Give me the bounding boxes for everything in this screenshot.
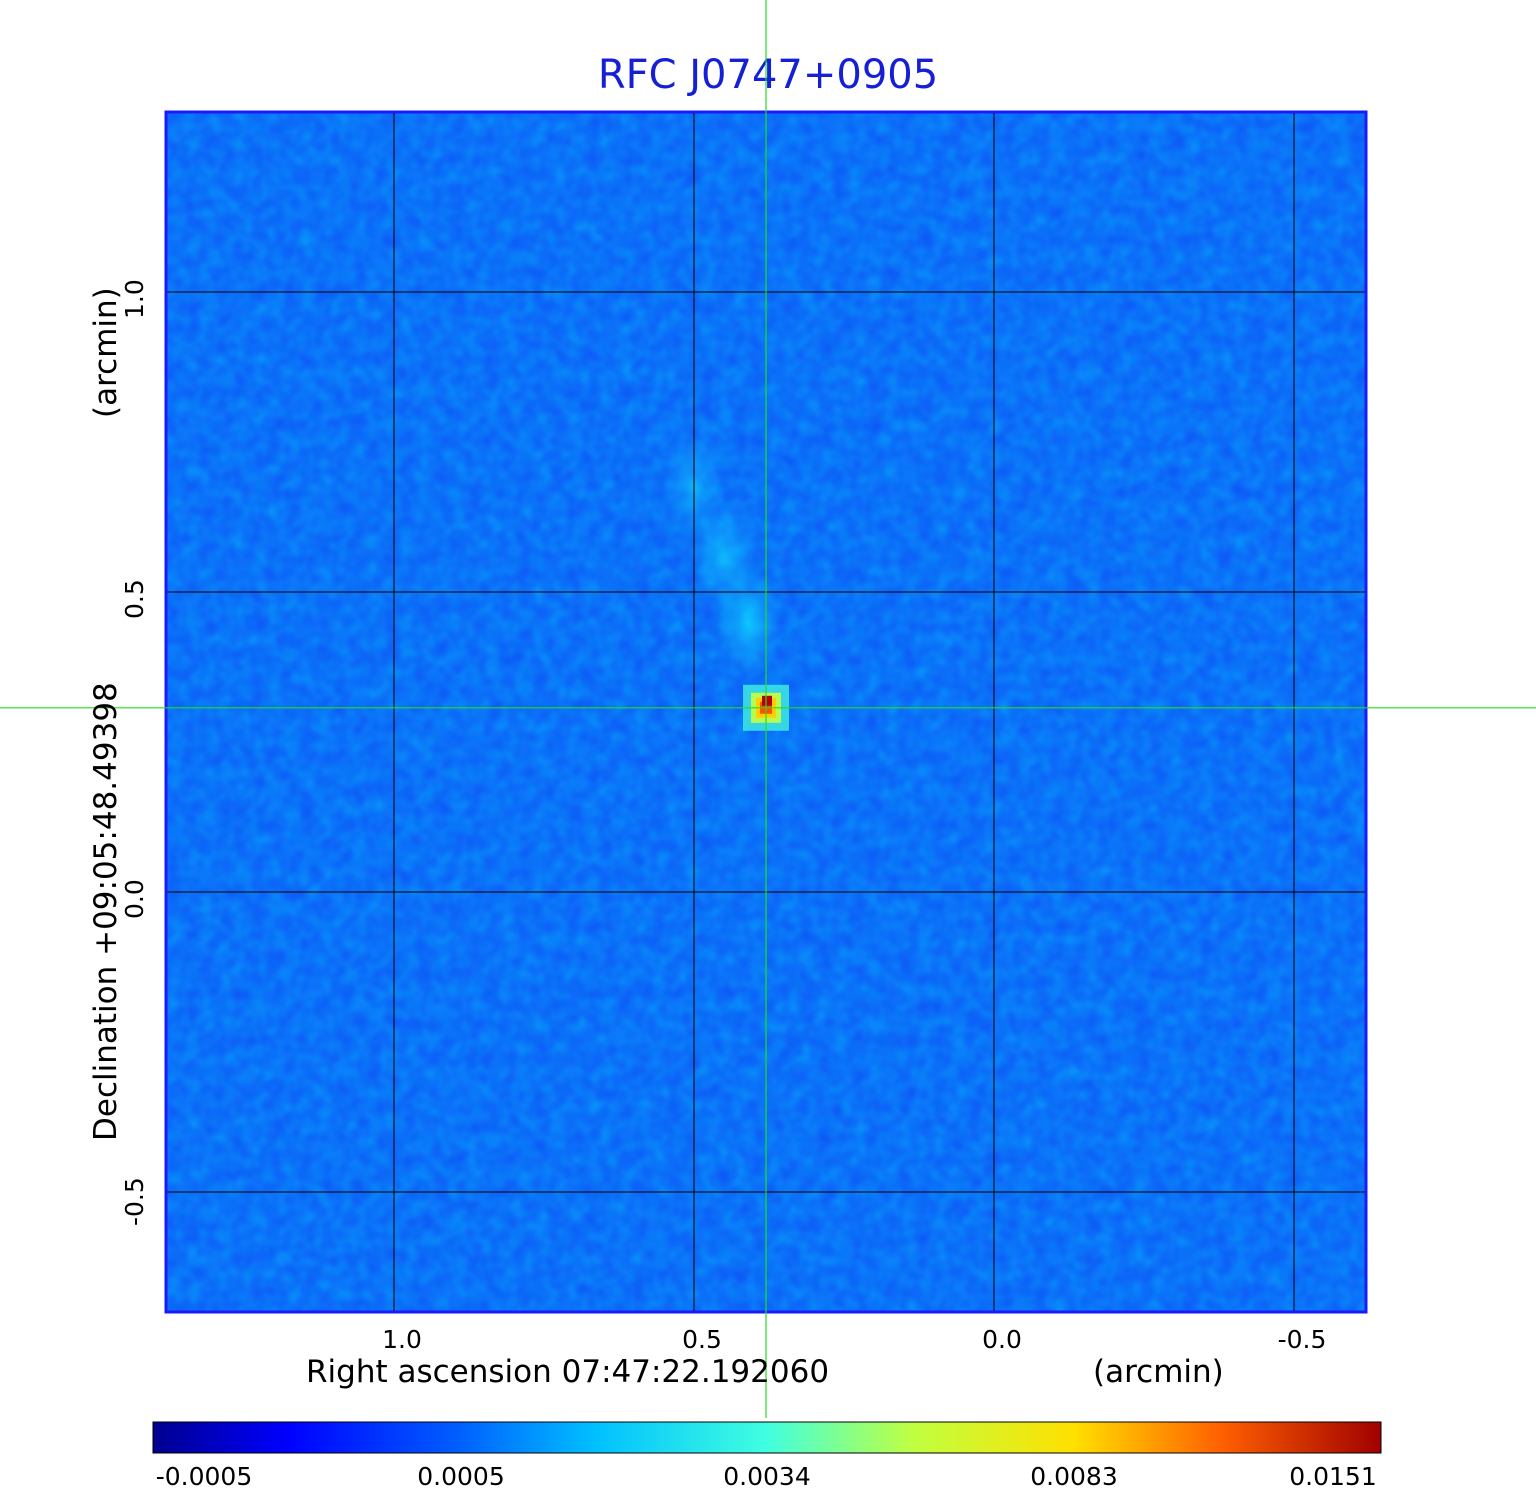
x-tick-label: 1.0 [382, 1325, 422, 1354]
x-tick-label: -0.5 [1277, 1325, 1327, 1354]
y-tick-label: 0.5 [120, 578, 149, 619]
colorbar-tick-label: 0.0034 [723, 1462, 811, 1491]
source-peak [762, 695, 772, 706]
chart-title: RFC J0747+0905 [597, 52, 939, 98]
y-axis-label: Declination +09:05:48.49398 [88, 682, 124, 1141]
y-tick-label: 1.0 [120, 278, 149, 319]
colorbar [152, 1421, 1382, 1454]
y-axis-unit: (arcmin) [88, 287, 124, 418]
colorbar-tick-label: 0.0151 [1289, 1462, 1377, 1491]
y-tick-label: 0.0 [120, 878, 149, 919]
y-tick-label: -0.5 [120, 1177, 149, 1226]
x-axis-unit: (arcmin) [1093, 1354, 1224, 1390]
x-axis-label: Right ascension 07:47:22.192060 [306, 1354, 830, 1390]
colorbar-tick-label: -0.0005 [155, 1462, 253, 1491]
colorbar-tick-label: 0.0083 [1030, 1462, 1118, 1491]
x-tick-label: 0.5 [682, 1325, 722, 1354]
colorbar-tick-label: 0.0005 [417, 1462, 505, 1491]
x-tick-label: 0.0 [982, 1325, 1022, 1354]
